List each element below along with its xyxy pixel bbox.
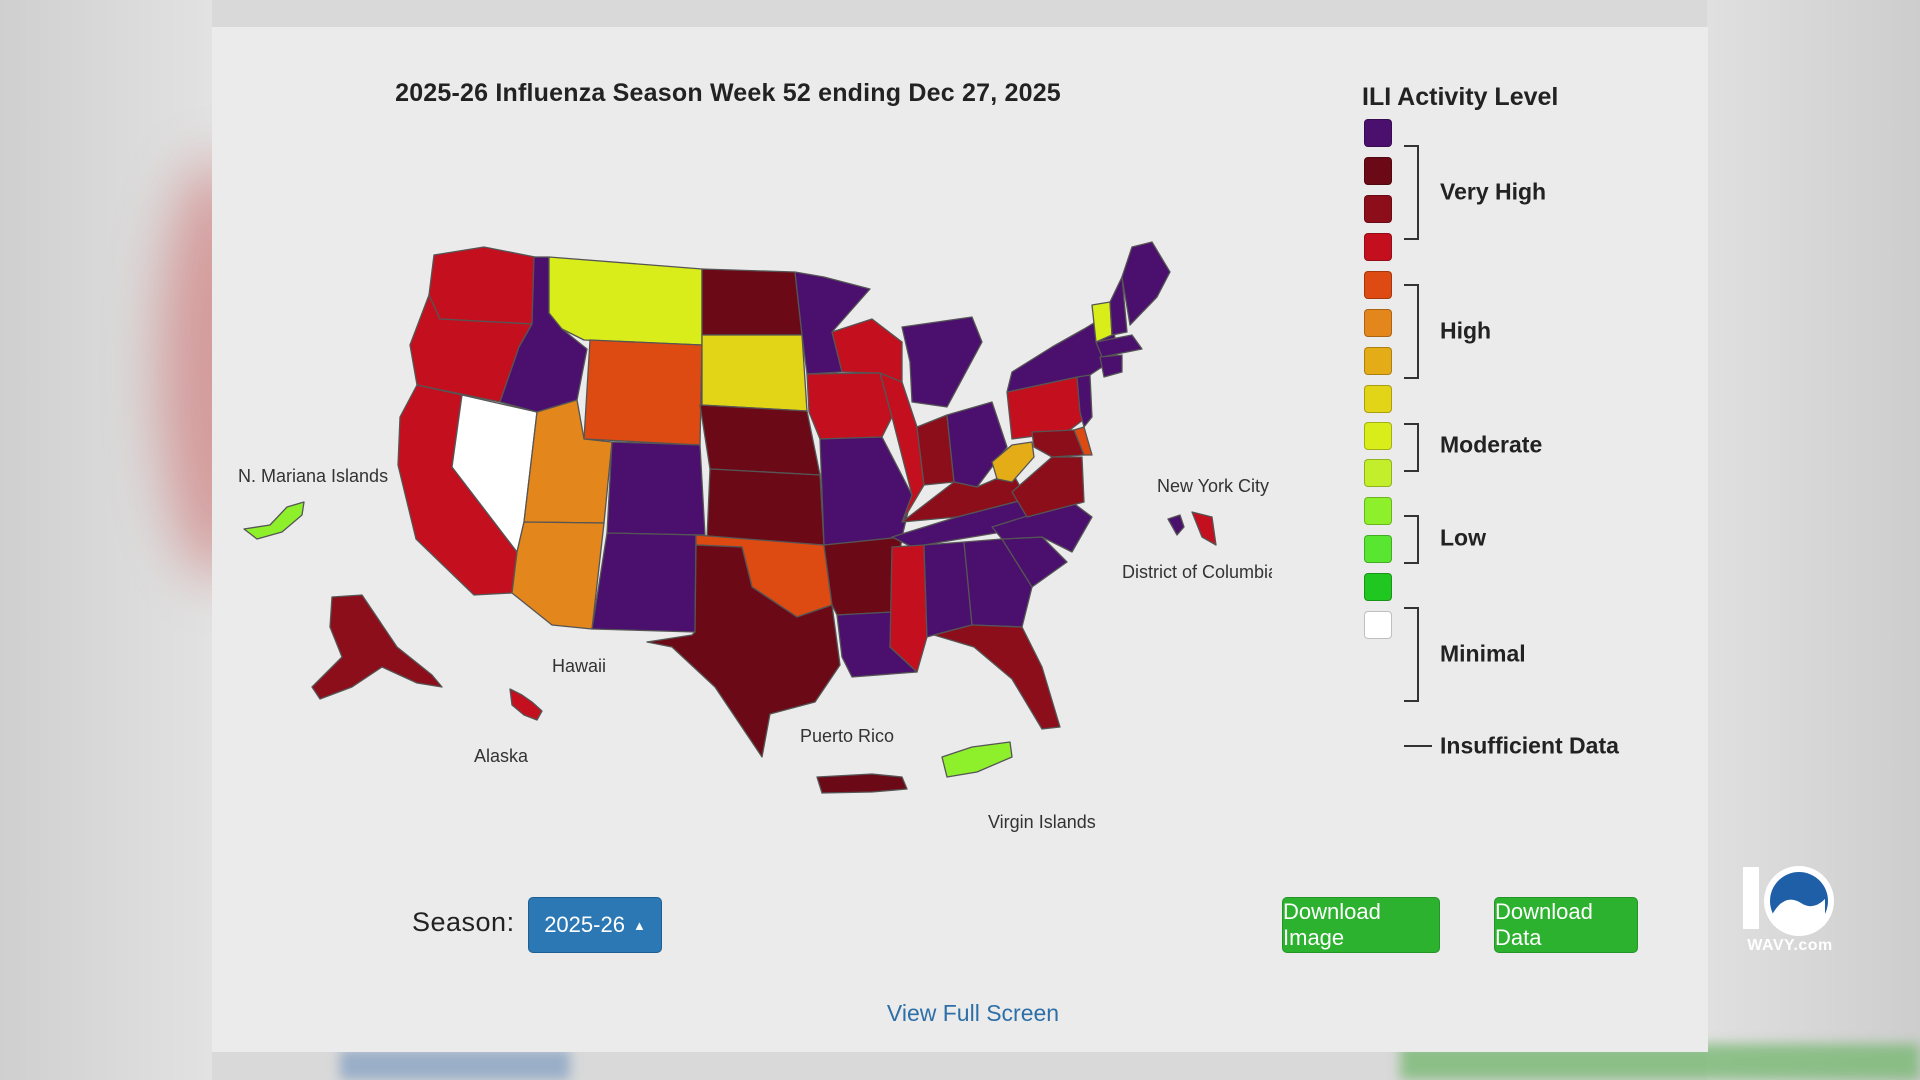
region-district-of-columbia[interactable] — [1191, 511, 1217, 546]
legend-swatch — [1364, 347, 1392, 375]
state-maryland[interactable] — [1031, 429, 1085, 458]
state-mississippi[interactable] — [889, 544, 928, 673]
legend-swatch — [1364, 611, 1392, 639]
legend-swatch — [1364, 497, 1392, 525]
state-nebraska[interactable] — [699, 404, 821, 476]
legend-swatch — [1364, 535, 1392, 563]
label-virgin-islands: Virgin Islands — [988, 812, 1096, 832]
legend-swatch — [1364, 195, 1392, 223]
state-colorado[interactable] — [606, 441, 706, 536]
territory-virgin-islands[interactable] — [941, 741, 1013, 778]
state-michigan[interactable] — [901, 316, 983, 408]
legend-bracket-minimal — [1404, 607, 1419, 702]
season-dropdown[interactable]: 2025-26 ▲ — [528, 897, 662, 953]
state-montana[interactable] — [548, 256, 703, 346]
download-image-button[interactable]: Download Image — [1282, 897, 1440, 953]
state-virginia[interactable] — [1011, 456, 1085, 518]
legend-swatch — [1364, 157, 1392, 185]
background-blur-bar-blue — [340, 1050, 570, 1080]
state-florida[interactable] — [933, 624, 1061, 730]
legend-label-moderate: Moderate — [1440, 431, 1543, 458]
state-new-mexico[interactable] — [591, 532, 697, 633]
state-alaska[interactable] — [311, 594, 443, 700]
state-north-dakota[interactable] — [701, 268, 803, 336]
state-hawaii[interactable] — [509, 688, 543, 721]
season-label: Season: — [412, 907, 515, 937]
legend-swatch — [1364, 573, 1392, 601]
state-west-virginia[interactable] — [991, 441, 1035, 483]
wavy-logo-text: WAVY.com — [1747, 937, 1833, 954]
territory-puerto-rico[interactable] — [816, 773, 908, 794]
state-massachusetts[interactable] — [1095, 334, 1143, 358]
legend-swatch — [1364, 271, 1392, 299]
download-data-button[interactable]: Download Data — [1494, 897, 1638, 953]
territory-n-mariana-islands[interactable] — [243, 501, 305, 540]
state-kansas[interactable] — [706, 468, 825, 546]
state-connecticut[interactable] — [1099, 354, 1123, 378]
state-vermont[interactable] — [1091, 301, 1113, 343]
legend-line-insufficient — [1404, 745, 1432, 747]
legend-swatch — [1364, 385, 1392, 413]
caret-up-icon: ▲ — [632, 917, 646, 933]
state-maine[interactable] — [1121, 241, 1171, 326]
state-delaware[interactable] — [1073, 426, 1093, 456]
state-arizona[interactable] — [511, 521, 605, 630]
label-alaska: Alaska — [474, 746, 529, 766]
legend-label-insufficient-data: Insufficient Data — [1440, 732, 1619, 759]
season-value: 2025-26 — [544, 912, 625, 937]
legend-swatch — [1364, 459, 1392, 487]
us-map: N. Mariana Islands Hawaii Alaska Puerto … — [238, 241, 1272, 832]
label-hawaii: Hawaii — [552, 656, 606, 676]
wavy-logo-icon — [1743, 866, 1834, 936]
background-left — [0, 0, 212, 1080]
flu-map-panel: 2025-26 Influenza Season Week 52 ending … — [212, 27, 1708, 1052]
legend-bracket-moderate — [1404, 423, 1419, 472]
legend-label-minimal: Minimal — [1440, 640, 1526, 667]
legend-title: ILI Activity Level — [1362, 83, 1559, 111]
state-iowa[interactable] — [806, 372, 893, 440]
legend-bracket-high — [1404, 284, 1419, 379]
legend-label-low: Low — [1440, 524, 1486, 551]
state-south-dakota[interactable] — [701, 334, 808, 412]
map-title: 2025-26 Influenza Season Week 52 ending … — [395, 79, 1061, 107]
state-illinois[interactable] — [879, 372, 925, 523]
state-new-hampshire[interactable] — [1109, 276, 1128, 336]
label-puerto-rico: Puerto Rico — [800, 726, 894, 746]
label-new-york-city: New York City — [1157, 476, 1269, 496]
region-new-york-city[interactable] — [1167, 514, 1185, 536]
legend-label-high: High — [1440, 317, 1492, 344]
legend-label-very-high: Very High — [1440, 178, 1547, 205]
legend-swatch — [1364, 422, 1392, 450]
view-full-screen-link[interactable]: View Full Screen — [886, 1000, 1060, 1026]
state-missouri[interactable] — [819, 436, 913, 546]
legend-bracket-very-high — [1404, 145, 1419, 240]
legend-swatch — [1364, 233, 1392, 261]
label-district-of-columbia: District of Columbia — [1122, 562, 1272, 582]
label-n-mariana-islands: N. Mariana Islands — [238, 466, 388, 486]
legend-bracket-low — [1404, 515, 1419, 564]
legend-swatch — [1364, 309, 1392, 337]
state-washington[interactable] — [428, 246, 536, 325]
legend-swatch — [1364, 119, 1392, 147]
state-wyoming[interactable] — [583, 339, 703, 446]
state-texas[interactable] — [646, 544, 841, 758]
state-ohio[interactable] — [946, 401, 1008, 488]
